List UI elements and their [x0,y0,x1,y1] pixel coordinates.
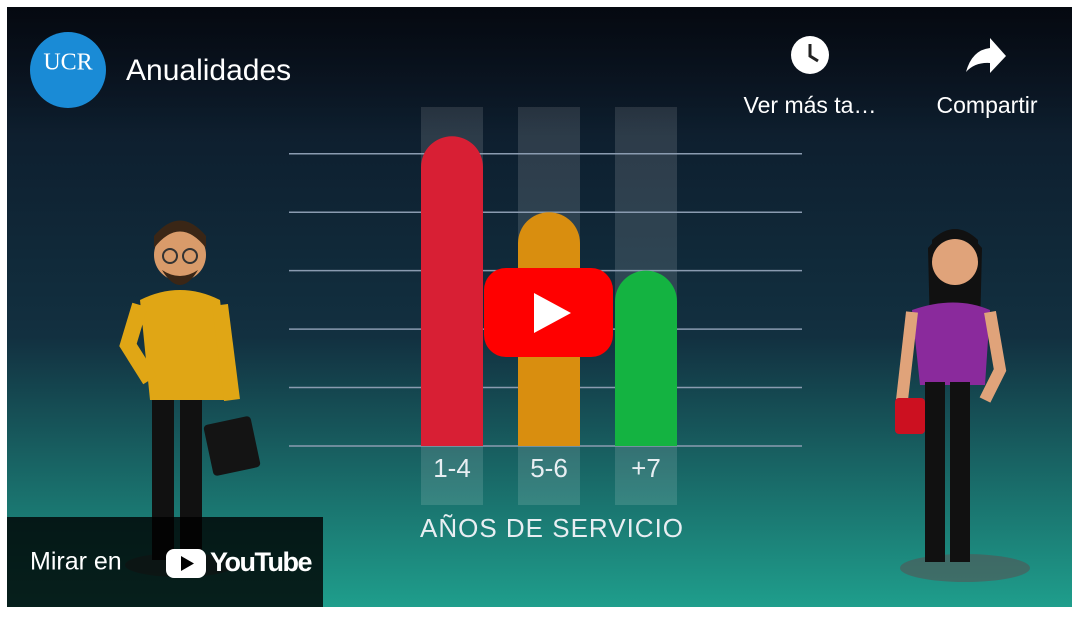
youtube-brand: YouTube [210,547,312,577]
page: 1-4 5-6 +7 AÑOS DE SERVICIO UCR Anualidades… [0,0,1079,613]
bar [421,136,483,446]
x-tick-label: +7 [631,453,661,483]
x-axis-label: AÑOS DE SERVICIO [420,513,684,543]
x-tick-label: 5-6 [530,453,568,483]
watch-prefix: Mirar en [30,548,122,576]
watch-later-label[interactable]: Ver más ta… [744,92,877,118]
watch-on-youtube[interactable]: Mirar en YouTube [7,517,323,607]
x-tick-label: 1-4 [433,453,471,483]
video-player[interactable]: 1-4 5-6 +7 AÑOS DE SERVICIO UCR Anualidades… [0,0,1079,613]
video-title[interactable]: Anualidades [126,54,291,87]
channel-logo: UCR [43,50,92,76]
bar [615,271,677,446]
play-button[interactable] [484,268,613,357]
share-label[interactable]: Compartir [937,92,1038,118]
